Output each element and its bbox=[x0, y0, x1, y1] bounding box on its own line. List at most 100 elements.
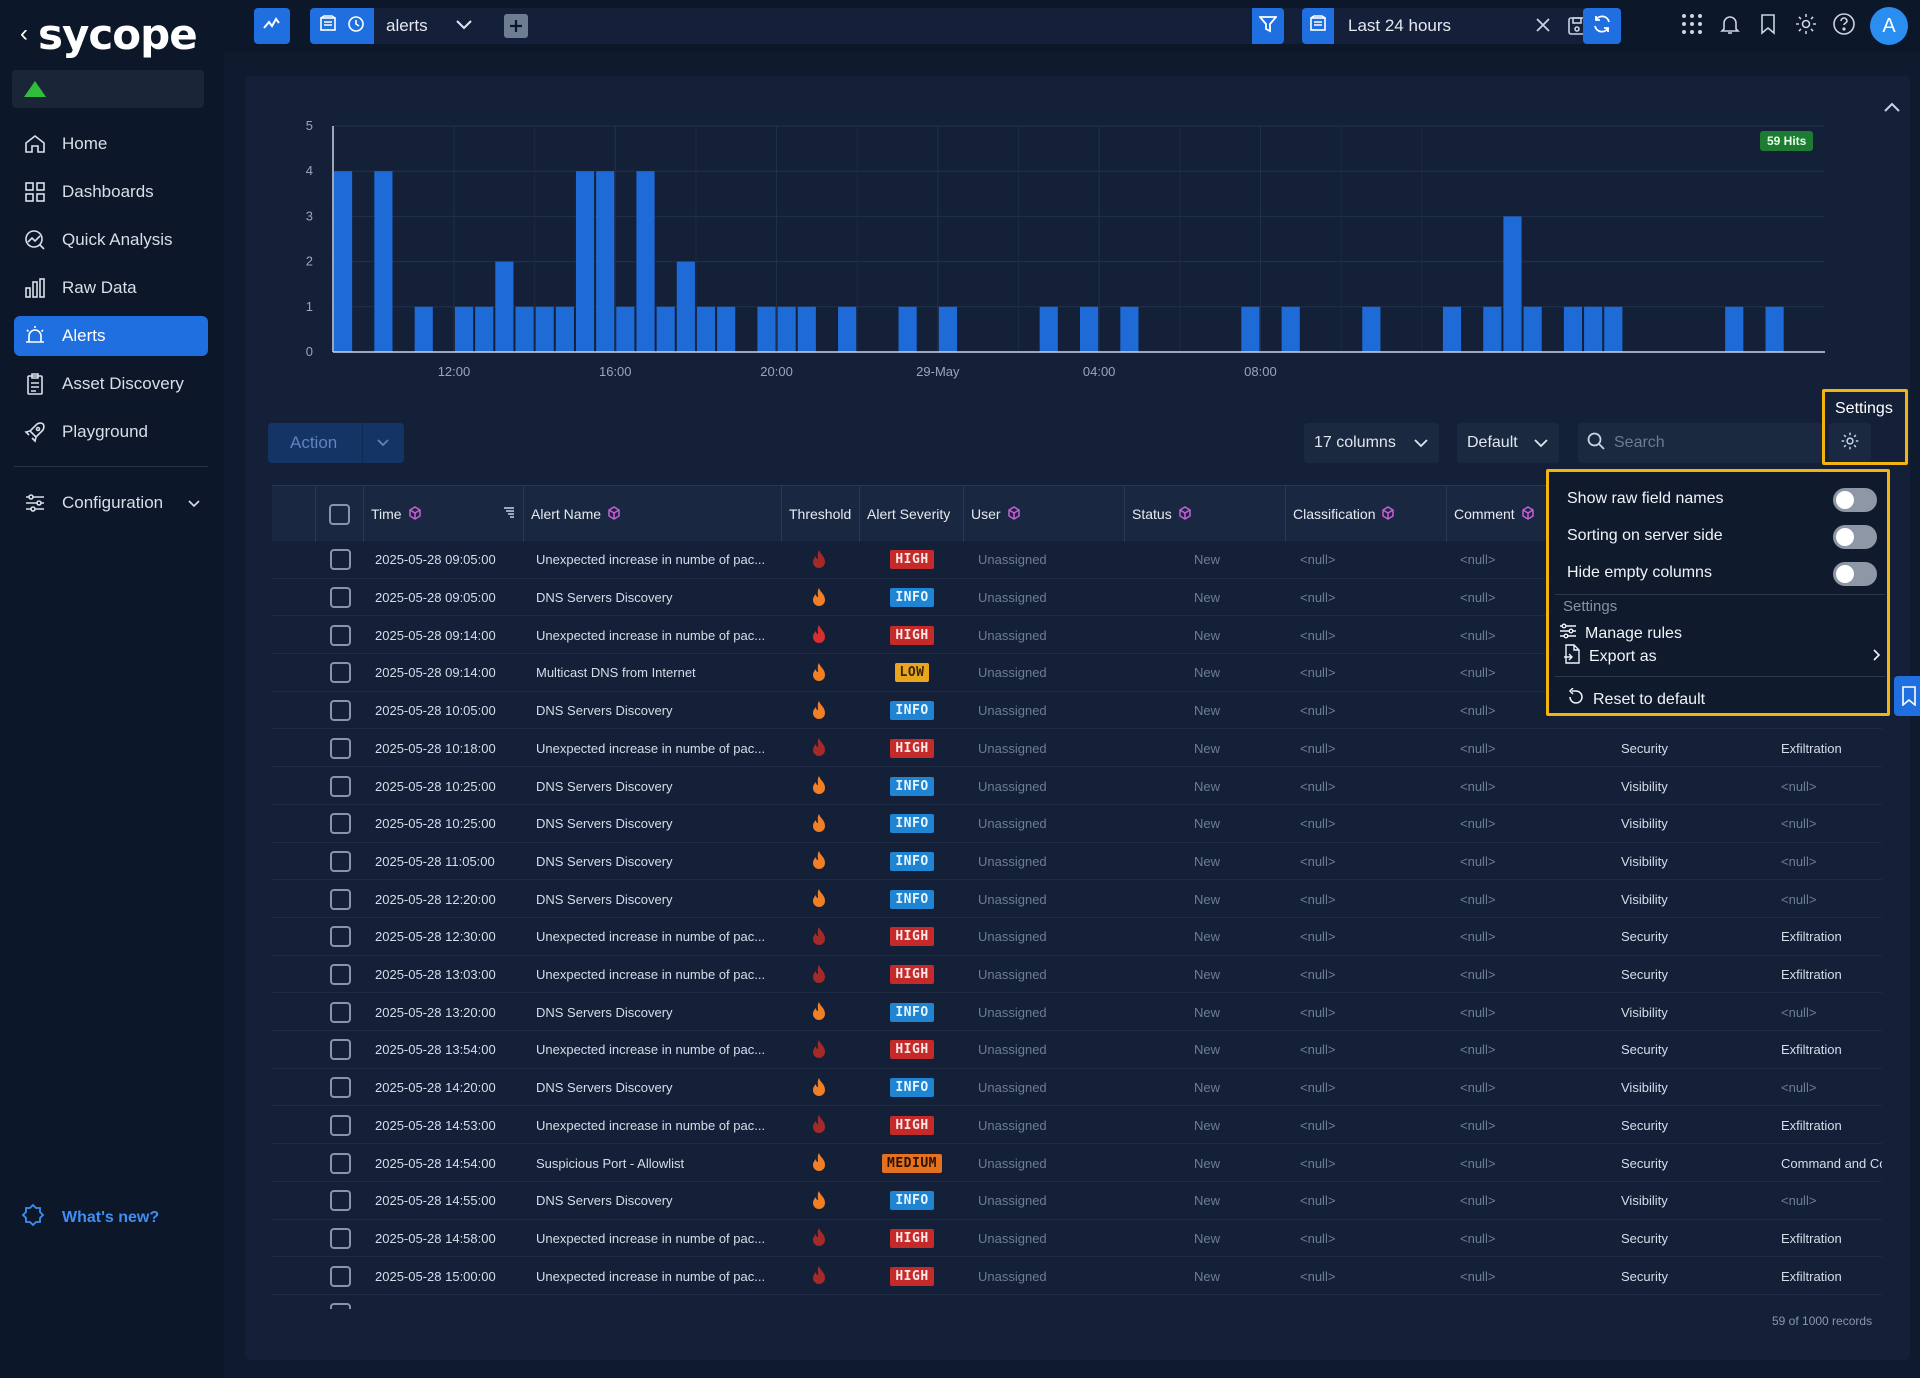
row-select-cell[interactable] bbox=[316, 1182, 364, 1220]
row-checkbox[interactable] bbox=[329, 1265, 351, 1287]
table-row[interactable]: 2025-05-28 09:05:00 Unexpected increase i… bbox=[272, 541, 1882, 579]
row-select-cell[interactable] bbox=[316, 1069, 364, 1107]
cell-alert-name[interactable]: Suspicious Port - Allowlist bbox=[536, 1155, 685, 1171]
table-row[interactable]: 2025-05-28 14:54:00 Suspicious Port - All… bbox=[272, 1144, 1882, 1182]
cell-alert-name[interactable]: Unexpected increase in numbe of pac... bbox=[536, 740, 766, 756]
cell-alert-name[interactable]: Unexpected increase in numbe of pac... bbox=[536, 1230, 766, 1246]
side-bookmark-tab[interactable] bbox=[1894, 676, 1920, 716]
search-box[interactable]: Search bbox=[1578, 423, 1823, 463]
chevron-down-icon[interactable] bbox=[455, 17, 472, 35]
table-row[interactable]: 2025-05-28 11:05:00 DNS Servers Discovery… bbox=[272, 843, 1882, 881]
time-range-picker[interactable]: Last 24 hours bbox=[1302, 8, 1597, 44]
table-row[interactable]: 2025-05-28 10:05:00 DNS Servers Discovery… bbox=[272, 692, 1882, 730]
row-checkbox[interactable] bbox=[329, 1114, 351, 1136]
back-chevron-icon[interactable]: ‹ bbox=[20, 20, 28, 47]
row-checkbox[interactable] bbox=[329, 1077, 351, 1099]
cell-alert-name[interactable]: DNS Servers Discovery bbox=[536, 778, 673, 794]
row-select-cell[interactable] bbox=[316, 692, 364, 730]
nav-item-configuration[interactable]: Configuration bbox=[14, 483, 208, 523]
table-row[interactable]: 2025-05-28 12:30:00 Unexpected increase i… bbox=[272, 918, 1882, 956]
apps-grid-icon[interactable] bbox=[1680, 12, 1704, 41]
cell-alert-name[interactable]: DNS Servers Discovery bbox=[536, 816, 673, 832]
cell-alert-name[interactable]: DNS Servers Discovery bbox=[536, 1193, 673, 1209]
cell-alert-name[interactable]: DNS Servers Discovery bbox=[536, 891, 673, 907]
row-checkbox[interactable] bbox=[329, 737, 351, 759]
row-select-cell[interactable] bbox=[316, 579, 364, 617]
cell-alert-name[interactable]: Unexpected increase in numbe of pac... bbox=[536, 929, 766, 945]
row-checkbox[interactable] bbox=[329, 700, 351, 722]
table-row[interactable]: 2025-05-28 10:18:00 Unexpected increase i… bbox=[272, 730, 1882, 768]
row-select-cell[interactable] bbox=[316, 654, 364, 692]
row-select-cell[interactable] bbox=[316, 767, 364, 805]
row-checkbox[interactable] bbox=[329, 1001, 351, 1023]
menu-item-manage-rules[interactable]: Manage rules bbox=[1559, 622, 1682, 645]
chevron-up-icon[interactable] bbox=[1884, 96, 1900, 117]
toggle-raw-field-names[interactable] bbox=[1833, 488, 1877, 512]
nav-item-dashboards[interactable]: Dashboards bbox=[14, 172, 208, 212]
table-row[interactable] bbox=[272, 1295, 1882, 1309]
table-row[interactable]: 2025-05-28 13:20:00 DNS Servers Discovery… bbox=[272, 993, 1882, 1032]
table-row[interactable]: 2025-05-28 14:53:00 Unexpected increase i… bbox=[272, 1107, 1882, 1145]
row-checkbox[interactable] bbox=[329, 813, 351, 835]
filter-button[interactable] bbox=[1252, 8, 1284, 44]
table-row[interactable]: 2025-05-28 14:55:00 DNS Servers Discovery… bbox=[272, 1182, 1882, 1220]
row-select-cell[interactable] bbox=[316, 541, 364, 579]
row-select-cell[interactable] bbox=[316, 956, 364, 994]
table-row[interactable]: 2025-05-28 09:14:00 Unexpected increase i… bbox=[272, 616, 1882, 655]
row-select-cell[interactable] bbox=[316, 1220, 364, 1258]
nav-item-asset-discovery[interactable]: Asset Discovery bbox=[14, 364, 208, 404]
nav-item-home[interactable]: Home bbox=[14, 124, 208, 164]
avatar[interactable]: A bbox=[1870, 7, 1908, 45]
row-select-cell[interactable] bbox=[316, 1107, 364, 1145]
analytics-button[interactable] bbox=[254, 8, 290, 44]
row-select-cell[interactable] bbox=[316, 616, 364, 654]
row-checkbox[interactable] bbox=[329, 964, 351, 986]
row-checkbox[interactable] bbox=[329, 850, 351, 872]
table-row[interactable]: 2025-05-28 14:20:00 DNS Servers Discovery… bbox=[272, 1069, 1882, 1107]
row-select-cell[interactable] bbox=[316, 1257, 364, 1295]
select-all-checkbox[interactable] bbox=[329, 503, 350, 525]
action-dropdown[interactable]: Action bbox=[268, 423, 404, 463]
cell-alert-name[interactable]: DNS Servers Discovery bbox=[536, 703, 673, 719]
row-checkbox[interactable] bbox=[329, 1303, 351, 1309]
row-select-cell[interactable] bbox=[316, 805, 364, 843]
nav-item-quick-analysis[interactable]: Quick Analysis bbox=[14, 220, 208, 260]
cell-alert-name[interactable]: DNS Servers Discovery bbox=[536, 853, 673, 869]
row-checkbox[interactable] bbox=[329, 1152, 351, 1174]
cell-alert-name[interactable]: DNS Servers Discovery bbox=[536, 1080, 673, 1096]
table-row[interactable]: 2025-05-28 12:20:00 DNS Servers Discovery… bbox=[272, 880, 1882, 918]
cell-alert-name[interactable]: DNS Servers Discovery bbox=[536, 1004, 673, 1020]
menu-item-hide-empty[interactable]: Hide empty columns bbox=[1567, 564, 1712, 581]
nav-item-alerts[interactable]: Alerts bbox=[14, 316, 208, 356]
row-checkbox[interactable] bbox=[329, 662, 351, 684]
table-row[interactable]: 2025-05-28 10:25:00 DNS Servers Discovery… bbox=[272, 805, 1882, 843]
query-text[interactable]: alerts bbox=[386, 16, 428, 35]
clear-icon[interactable] bbox=[1535, 17, 1551, 38]
chevron-down-icon[interactable] bbox=[376, 435, 390, 454]
menu-item-export-as[interactable]: Export as bbox=[1563, 644, 1881, 669]
row-checkbox[interactable] bbox=[329, 775, 351, 797]
select-all-cell[interactable] bbox=[316, 486, 364, 542]
cell-alert-name[interactable]: DNS Servers Discovery bbox=[536, 590, 673, 606]
refresh-button[interactable] bbox=[1583, 8, 1621, 44]
view-dropdown[interactable]: Default bbox=[1457, 423, 1559, 463]
header-alert-name[interactable]: Alert Name bbox=[524, 486, 782, 542]
cell-alert-name[interactable]: Unexpected increase in numbe of pac... bbox=[536, 1042, 766, 1058]
row-checkbox[interactable] bbox=[329, 624, 351, 646]
row-select-cell[interactable] bbox=[316, 880, 364, 918]
sort-icon[interactable] bbox=[503, 506, 515, 523]
row-select-cell[interactable] bbox=[316, 918, 364, 956]
cell-alert-name[interactable]: Unexpected increase in numbe of pac... bbox=[536, 967, 766, 983]
row-select-cell[interactable] bbox=[316, 730, 364, 768]
table-row[interactable]: 2025-05-28 13:54:00 Unexpected increase i… bbox=[272, 1031, 1882, 1069]
table-row[interactable]: 2025-05-28 09:14:00 Multicast DNS from In… bbox=[272, 654, 1882, 692]
cell-alert-name[interactable]: Multicast DNS from Internet bbox=[536, 665, 696, 681]
row-checkbox[interactable] bbox=[329, 587, 351, 609]
bookmark-icon[interactable] bbox=[1756, 12, 1780, 41]
row-checkbox[interactable] bbox=[329, 1227, 351, 1249]
header-classification[interactable]: Classification bbox=[1286, 486, 1447, 542]
header-threshold[interactable]: Threshold bbox=[782, 486, 860, 542]
bell-icon[interactable] bbox=[1718, 12, 1742, 41]
query-type-toggle[interactable] bbox=[310, 8, 374, 44]
toggle-server-sorting[interactable] bbox=[1833, 525, 1877, 549]
